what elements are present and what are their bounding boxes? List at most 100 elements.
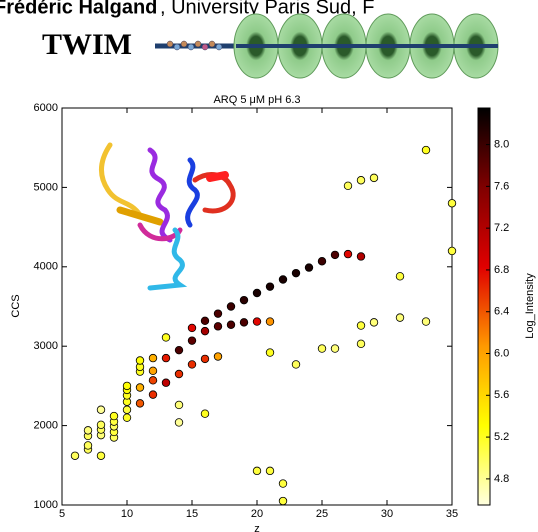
point (200, 354, 210, 364)
point (421, 145, 431, 155)
y-tick-label: 5000 (34, 181, 58, 193)
point (226, 320, 236, 329)
point (447, 246, 457, 256)
header: Frédéric Halgand , University Paris Sud,… (0, 0, 375, 18)
point (148, 376, 158, 385)
y-tick-label: 3000 (34, 340, 58, 352)
point (161, 378, 171, 387)
point (148, 353, 158, 363)
twim-label: TWIM (42, 28, 132, 61)
point (239, 318, 249, 327)
colorbar-tick-label: 7.2 (494, 222, 509, 234)
point (200, 326, 210, 336)
affiliation: , University Paris Sud, F (160, 0, 375, 18)
point (369, 318, 379, 327)
colorbar-label: Log_Intensity (524, 273, 536, 339)
point (96, 420, 106, 430)
point (252, 288, 262, 298)
x-tick-label: 20 (251, 508, 263, 520)
point (343, 249, 353, 259)
point (356, 339, 366, 349)
point (278, 275, 288, 284)
point (304, 263, 314, 272)
colorbar-tick-label: 6.8 (494, 264, 509, 276)
point (200, 409, 210, 418)
x-axis-label: z (254, 523, 260, 532)
colorbar-tick-label: 6.4 (494, 306, 509, 318)
point (265, 348, 275, 357)
y-axis-label: CCS (10, 294, 22, 317)
point (83, 441, 93, 450)
point (135, 399, 145, 408)
colorbar-tick-label: 6.0 (494, 347, 509, 359)
point (187, 323, 197, 333)
colorbar (477, 107, 491, 506)
point (317, 257, 327, 266)
point (161, 333, 171, 342)
point (447, 199, 457, 208)
point (96, 405, 106, 414)
point (421, 317, 431, 326)
author: Frédéric Halgand (0, 0, 157, 18)
point (135, 383, 145, 392)
point (96, 451, 106, 460)
point (278, 479, 288, 488)
point (148, 366, 158, 376)
point (122, 405, 132, 414)
point (252, 317, 262, 326)
chart-title: ARQ 5 μM pH 6.3 (213, 94, 300, 106)
colorbar-tick-label: 8.0 (494, 138, 509, 150)
colorbar-tick-label: 5.2 (494, 431, 509, 443)
point (356, 252, 366, 261)
point (200, 316, 210, 325)
y-tick-label: 4000 (34, 261, 58, 273)
x-tick-label: 15 (186, 508, 198, 520)
point (395, 272, 405, 281)
point (278, 496, 288, 506)
point (265, 282, 275, 291)
point (356, 321, 366, 330)
plot-frame (61, 107, 453, 506)
x-tick-label: 10 (121, 508, 133, 520)
point (148, 390, 158, 399)
x-tick-label: 35 (446, 508, 458, 520)
point (213, 352, 223, 361)
point (161, 353, 171, 363)
point (330, 250, 340, 260)
point (187, 336, 197, 345)
point (291, 360, 301, 369)
point (395, 313, 405, 322)
point (369, 173, 379, 183)
point (239, 295, 249, 305)
point (265, 466, 275, 476)
point (109, 411, 119, 421)
x-tick-label: 30 (381, 508, 393, 520)
point (317, 344, 327, 353)
point (70, 451, 80, 460)
point (135, 356, 145, 365)
point (252, 466, 262, 476)
point (265, 317, 275, 326)
point (213, 309, 223, 318)
point (213, 322, 223, 331)
point (291, 268, 301, 278)
point (174, 369, 184, 379)
y-tick-label: 6000 (34, 102, 58, 114)
protein-structure (99, 142, 236, 291)
point (174, 418, 184, 427)
colorbar-tick-label: 7.6 (494, 180, 509, 192)
point (122, 413, 132, 422)
y-tick-label: 1000 (34, 499, 58, 511)
colorbar-tick-label: 5.6 (494, 389, 509, 401)
point (330, 344, 340, 353)
y-tick-label: 2000 (34, 420, 58, 432)
x-tick-label: 5 (59, 508, 65, 520)
point (343, 181, 353, 191)
colorbar-tick-label: 4.8 (494, 473, 509, 485)
twim-graphic (155, 13, 499, 79)
point (122, 381, 132, 391)
point (356, 176, 366, 185)
point (83, 426, 93, 435)
